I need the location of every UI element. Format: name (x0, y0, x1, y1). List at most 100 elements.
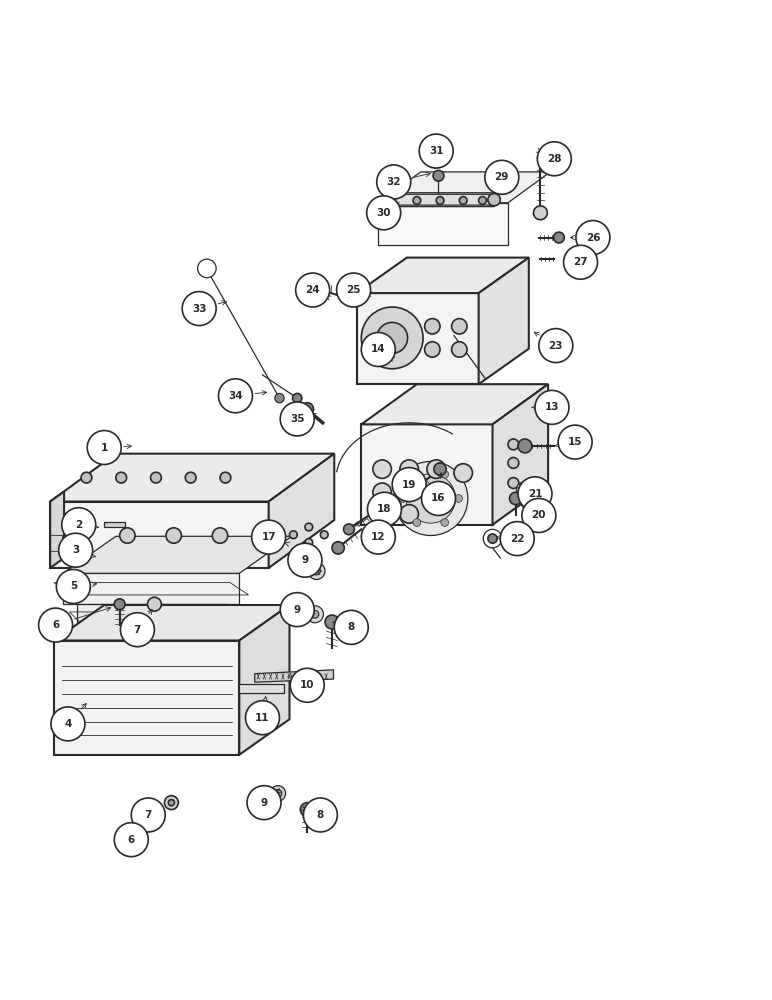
Circle shape (87, 431, 121, 464)
Circle shape (425, 342, 440, 357)
Circle shape (427, 483, 445, 502)
Polygon shape (63, 573, 239, 604)
Text: 9: 9 (260, 798, 268, 808)
Text: 14: 14 (371, 344, 385, 354)
Circle shape (422, 481, 455, 515)
Text: 5: 5 (69, 581, 77, 591)
Circle shape (51, 707, 85, 741)
Circle shape (400, 505, 418, 523)
Text: 28: 28 (547, 154, 561, 164)
Circle shape (399, 495, 407, 502)
Circle shape (485, 160, 519, 194)
Polygon shape (50, 502, 269, 568)
Circle shape (454, 464, 472, 482)
Polygon shape (54, 641, 239, 755)
Circle shape (305, 539, 313, 546)
Circle shape (114, 823, 148, 857)
Text: 12: 12 (371, 532, 385, 542)
Text: 31: 31 (429, 146, 443, 156)
Circle shape (166, 528, 181, 543)
Text: 11: 11 (256, 713, 269, 723)
Circle shape (245, 701, 279, 735)
Text: 18: 18 (378, 504, 391, 514)
Circle shape (452, 319, 467, 334)
Circle shape (353, 283, 367, 297)
Circle shape (377, 322, 408, 353)
Circle shape (554, 232, 564, 243)
Text: 29: 29 (495, 172, 509, 182)
Text: 21: 21 (528, 489, 542, 499)
Circle shape (280, 593, 314, 627)
Circle shape (151, 472, 161, 483)
Circle shape (290, 531, 297, 539)
Circle shape (220, 472, 231, 483)
Polygon shape (239, 605, 290, 755)
Circle shape (306, 606, 323, 623)
Circle shape (381, 345, 391, 356)
Circle shape (120, 613, 154, 647)
Circle shape (313, 567, 320, 575)
Circle shape (522, 498, 556, 532)
Circle shape (164, 796, 178, 810)
Circle shape (198, 259, 216, 278)
Circle shape (361, 307, 423, 369)
Text: 26: 26 (586, 233, 600, 243)
Circle shape (564, 245, 598, 279)
Text: 15: 15 (568, 437, 582, 447)
Circle shape (400, 460, 418, 478)
Text: 17: 17 (262, 532, 276, 542)
Circle shape (252, 520, 286, 554)
Polygon shape (357, 293, 479, 384)
Circle shape (441, 471, 449, 478)
Polygon shape (361, 424, 493, 525)
Circle shape (429, 146, 438, 156)
Text: 25: 25 (347, 285, 361, 295)
Circle shape (147, 597, 161, 611)
Circle shape (275, 393, 284, 403)
Circle shape (413, 197, 421, 204)
Text: 9: 9 (301, 555, 309, 565)
Circle shape (516, 482, 530, 496)
Circle shape (344, 524, 354, 535)
Text: 24: 24 (306, 285, 320, 295)
Text: 23: 23 (549, 341, 563, 351)
Circle shape (56, 569, 90, 603)
Circle shape (290, 668, 324, 702)
Circle shape (120, 528, 135, 543)
Polygon shape (50, 454, 334, 502)
Circle shape (423, 491, 438, 506)
Text: 4: 4 (64, 719, 72, 729)
Text: 9: 9 (293, 605, 301, 615)
Text: 19: 19 (402, 480, 416, 490)
Circle shape (325, 615, 339, 629)
Circle shape (59, 533, 93, 567)
Circle shape (367, 196, 401, 230)
Circle shape (307, 281, 321, 295)
Circle shape (131, 798, 165, 832)
Circle shape (508, 478, 519, 488)
Circle shape (274, 790, 282, 797)
Circle shape (337, 273, 371, 307)
Text: 35: 35 (290, 414, 304, 424)
Polygon shape (479, 258, 529, 384)
Circle shape (332, 542, 344, 554)
Circle shape (488, 194, 500, 206)
Circle shape (303, 798, 337, 832)
Polygon shape (54, 605, 290, 641)
Polygon shape (493, 384, 548, 525)
Circle shape (81, 472, 92, 483)
Circle shape (510, 492, 522, 505)
Circle shape (334, 610, 368, 644)
Text: 10: 10 (300, 680, 314, 690)
Polygon shape (357, 258, 529, 293)
Circle shape (300, 803, 314, 817)
Circle shape (537, 142, 571, 176)
Text: 8: 8 (317, 810, 324, 820)
Circle shape (361, 332, 395, 366)
Text: 32: 32 (387, 177, 401, 187)
Circle shape (452, 342, 467, 357)
Text: 2: 2 (75, 520, 83, 530)
Polygon shape (386, 193, 498, 207)
Polygon shape (361, 384, 548, 424)
Circle shape (413, 471, 421, 478)
